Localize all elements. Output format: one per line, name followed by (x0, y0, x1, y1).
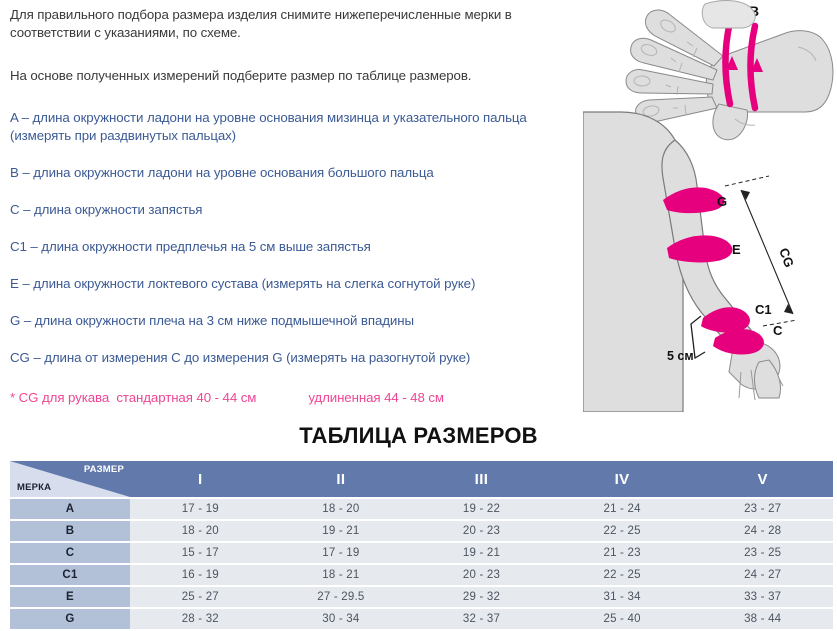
hand-label-b: B (749, 3, 759, 19)
row-label-a: A (10, 499, 130, 519)
size-table-head: МЕРКА РАЗМЕР I II III IV V (10, 461, 833, 497)
cell-e-iii: 29 - 32 (411, 587, 552, 607)
corner-label-merka: МЕРКА (17, 482, 52, 493)
arm-label-cg: CG (776, 246, 797, 269)
table-row: E 25 - 27 27 - 29.5 29 - 32 31 - 34 33 -… (10, 587, 833, 607)
cell-c-ii: 17 - 19 (270, 543, 412, 563)
arm-label-e: E (732, 242, 741, 257)
cell-b-i: 18 - 20 (130, 521, 271, 541)
cell-e-i: 25 - 27 (130, 587, 271, 607)
corner-label-razmer: РАЗМЕР (83, 464, 124, 475)
corner-diagonal-divider (10, 461, 130, 497)
arm-label-c1: C1 (755, 302, 772, 317)
size-table-body: A 17 - 19 18 - 20 19 - 22 21 - 24 23 - 2… (10, 499, 833, 629)
row-label-c: C (10, 543, 130, 563)
arm-label-c: C (773, 323, 783, 338)
cell-c-v: 23 - 25 (692, 543, 833, 563)
arm-label-g: G (717, 194, 727, 209)
intro-paragraph-1: Для правильного подбора размера изделия … (10, 7, 512, 40)
intro-paragraph-2: На основе полученных измерений подберите… (10, 68, 472, 83)
cell-c1-i: 16 - 19 (130, 565, 271, 585)
cell-g-v: 38 - 44 (692, 609, 833, 629)
size-guide-page: Для правильного подбора размера изделия … (10, 0, 837, 629)
column-header-v: V (692, 461, 833, 497)
sleeve-length-note: * CG для рукава стандартная 40 - 44 см уд… (10, 390, 580, 405)
cell-b-v: 24 - 28 (692, 521, 833, 541)
sleeve-note-standard: * CG для рукава стандартная 40 - 44 см (10, 390, 257, 405)
measurement-line-e: E – длина окружности локтевого сустава (… (10, 276, 476, 291)
sleeve-note-extended: удлиненная 44 - 48 см (308, 390, 444, 405)
table-row: G 28 - 32 30 - 34 32 - 37 25 - 40 38 - 4… (10, 609, 833, 629)
cell-c-iii: 19 - 21 (411, 543, 552, 563)
measurement-line-c: C – длина окружности запястья (10, 202, 203, 217)
table-row: A 17 - 19 18 - 20 19 - 22 21 - 24 23 - 2… (10, 499, 833, 519)
table-row: C1 16 - 19 18 - 21 20 - 23 22 - 25 24 - … (10, 565, 833, 585)
cell-b-ii: 19 - 21 (270, 521, 412, 541)
cell-g-iv: 25 - 40 (551, 609, 693, 629)
table-row: B 18 - 20 19 - 21 20 - 23 22 - 25 24 - 2… (10, 521, 833, 541)
cell-a-ii: 18 - 20 (270, 499, 412, 519)
measurement-line-c1: C1 – длина окружности предплечья на 5 см… (10, 239, 371, 254)
cell-e-ii: 27 - 29.5 (270, 587, 412, 607)
measurement-line-cg: CG – длина от измерения C до измерения G… (10, 350, 471, 365)
row-label-g: G (10, 609, 130, 629)
measurement-illustrations: A B (583, 0, 837, 412)
cell-b-iii: 20 - 23 (411, 521, 552, 541)
column-header-ii: II (270, 461, 412, 497)
measurement-line-b: B – длина окружности ладони на уровне ос… (10, 165, 434, 180)
cell-c-iv: 21 - 23 (551, 543, 693, 563)
column-header-i: I (130, 461, 271, 497)
measurement-line-g: G – длина окружности плеча на 3 см ниже … (10, 313, 414, 328)
cell-e-v: 33 - 37 (692, 587, 833, 607)
cell-c-i: 15 - 17 (130, 543, 271, 563)
cell-c1-v: 24 - 27 (692, 565, 833, 585)
arm-illustration-icon (583, 0, 798, 412)
table-row: C 15 - 17 17 - 19 19 - 21 21 - 23 23 - 2… (10, 543, 833, 563)
hand-illustration-icon (625, 9, 834, 141)
cell-b-iv: 22 - 25 (551, 521, 693, 541)
cell-c1-ii: 18 - 21 (270, 565, 412, 585)
measurement-line-a: A – длина окружности ладони на уровне ос… (10, 110, 527, 143)
cell-a-iv: 21 - 24 (551, 499, 693, 519)
cell-g-iii: 32 - 37 (411, 609, 552, 629)
table-header-row: МЕРКА РАЗМЕР I II III IV V (10, 461, 833, 497)
cell-c1-iii: 20 - 23 (411, 565, 552, 585)
row-label-c1: C1 (10, 565, 130, 585)
column-header-iv: IV (551, 461, 693, 497)
column-header-iii: III (411, 461, 552, 497)
cell-e-iv: 31 - 34 (551, 587, 693, 607)
cell-g-i: 28 - 32 (130, 609, 271, 629)
cell-a-v: 23 - 27 (692, 499, 833, 519)
instructions-column: Для правильного подбора размера изделия … (10, 6, 580, 405)
cell-a-i: 17 - 19 (130, 499, 271, 519)
row-label-e: E (10, 587, 130, 607)
cell-g-ii: 30 - 34 (270, 609, 412, 629)
cell-a-iii: 19 - 22 (411, 499, 552, 519)
size-table: МЕРКА РАЗМЕР I II III IV V A 17 - 19 18 … (10, 459, 833, 631)
cell-c1-iv: 22 - 25 (551, 565, 693, 585)
arm-label-distance: 5 см (667, 349, 694, 363)
row-label-b: B (10, 521, 130, 541)
table-corner-cell: МЕРКА РАЗМЕР (10, 461, 130, 497)
size-table-title: ТАБЛИЦА РАЗМЕРОВ (299, 423, 538, 448)
